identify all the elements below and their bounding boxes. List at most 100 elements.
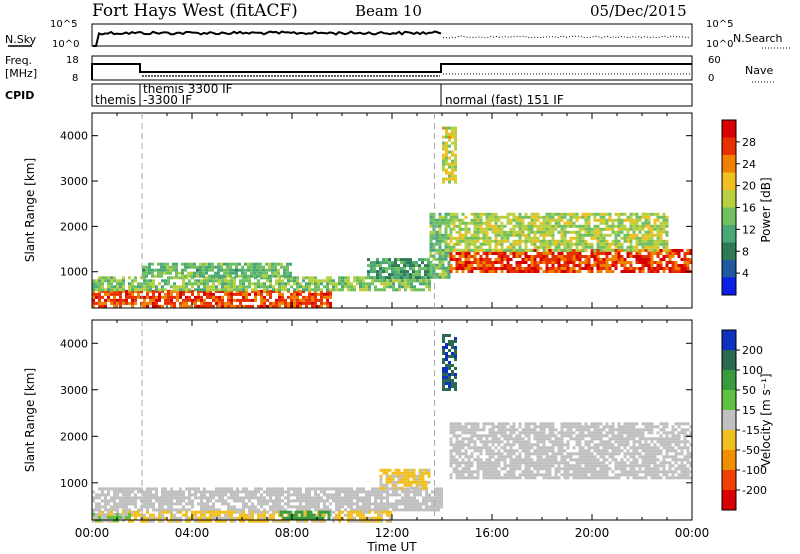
heatmap-cell: [653, 425, 657, 429]
heatmap-cell: [476, 245, 480, 249]
heatmap-cell: [626, 476, 630, 480]
heatmap-cell: [518, 452, 522, 456]
heatmap-cell: [512, 215, 516, 219]
heatmap-cell: [665, 261, 669, 264]
heatmap-cell: [614, 437, 618, 441]
heatmap-cell: [367, 273, 370, 277]
heatmap-cell: [230, 285, 233, 289]
heatmap-cell: [149, 502, 152, 506]
heatmap-cell: [329, 282, 332, 286]
cpid-segment-1: themis: [95, 93, 136, 107]
heatmap-cell: [107, 282, 110, 286]
heatmap-cell: [404, 279, 407, 283]
heatmap-cell: [238, 262, 241, 266]
heatmap-cell: [545, 255, 549, 258]
heatmap-cell: [424, 264, 427, 268]
heatmap-cell: [467, 245, 471, 249]
heatmap-cell: [260, 292, 263, 296]
heatmap-cell: [179, 510, 182, 514]
heatmap-cell: [638, 224, 642, 228]
heatmap-cell: [167, 493, 170, 497]
heatmap-cell: [503, 428, 507, 432]
heatmap-cell: [614, 464, 618, 468]
heatmap-cell: [383, 502, 386, 506]
heatmap-cell: [497, 258, 501, 261]
heatmap-cell: [527, 443, 531, 447]
heatmap-cell: [635, 215, 639, 219]
heatmap-cell: [479, 428, 483, 432]
heatmap-cell: [641, 267, 645, 270]
heatmap-cell: [101, 289, 104, 293]
heatmap-cell: [314, 276, 317, 280]
heatmap-cell: [291, 516, 295, 520]
heatmap-cell: [424, 270, 427, 274]
heatmap-cell: [497, 252, 501, 255]
heatmap-cell: [452, 443, 456, 447]
heatmap-cell: [530, 255, 534, 258]
heatmap-cell: [503, 215, 507, 219]
heatmap-cell: [605, 248, 609, 252]
heatmap-cell: [671, 261, 675, 264]
heatmap-cell: [110, 282, 113, 286]
heatmap-cell: [449, 431, 453, 435]
heatmap-cell: [479, 270, 483, 273]
heatmap-cell: [428, 499, 431, 503]
heatmap-cell: [184, 274, 187, 278]
heatmap-cell: [623, 270, 627, 273]
heatmap-cell: [515, 270, 519, 273]
heatmap-cell: [404, 493, 407, 497]
heatmap-cell: [377, 496, 380, 500]
heatmap-cell: [200, 490, 203, 494]
heatmap-cell: [380, 493, 383, 497]
heatmap-cell: [635, 224, 639, 228]
heatmap-cell: [560, 236, 564, 240]
heatmap-cell: [575, 239, 579, 243]
heatmap-cell: [539, 221, 543, 225]
heatmap-cell: [221, 516, 224, 520]
heatmap-cell: [467, 464, 471, 468]
heatmap-cell: [263, 276, 266, 280]
heatmap-cell: [614, 245, 618, 249]
heatmap-cell: [617, 233, 621, 237]
heatmap-cell: [389, 285, 392, 289]
heatmap-cell: [379, 267, 382, 271]
heatmap-cell: [605, 267, 609, 270]
heatmap-cell: [518, 233, 522, 237]
heatmap-cell: [659, 440, 663, 444]
heatmap-cell: [464, 230, 468, 234]
heatmap-cell: [448, 162, 451, 166]
heatmap-cell: [494, 245, 498, 249]
heatmap-cell: [506, 236, 510, 240]
heatmap-cell: [254, 298, 257, 302]
heatmap-cell: [617, 428, 621, 432]
heatmap-cell: [215, 499, 218, 503]
heatmap-cell: [554, 473, 558, 477]
heatmap-cell: [605, 458, 609, 462]
heatmap-cell: [662, 428, 666, 432]
heatmap-cell: [548, 428, 552, 432]
heatmap-cell: [431, 508, 434, 512]
heatmap-cell: [376, 261, 379, 265]
heatmap-cell: [572, 467, 576, 471]
heatmap-cell: [506, 437, 510, 441]
heatmap-cell: [497, 422, 501, 426]
heatmap-cell: [179, 288, 182, 292]
heatmap-cell: [521, 258, 525, 261]
heatmap-cell: [464, 470, 468, 474]
heatmap-cell: [239, 289, 242, 293]
heatmap-cell: [359, 510, 362, 514]
heatmap-cell: [473, 230, 477, 234]
heatmap-cell: [134, 298, 137, 302]
heatmap-cell: [587, 428, 591, 432]
heatmap-cell: [608, 455, 612, 459]
heatmap-cell: [596, 255, 600, 258]
heatmap-cell: [539, 428, 543, 432]
heatmap-cell: [260, 301, 263, 305]
heatmap-cell: [476, 212, 480, 216]
heatmap-cell: [524, 258, 528, 261]
heatmap-cell: [638, 434, 642, 438]
heatmap-cell: [488, 221, 492, 225]
heatmap-cell: [473, 255, 477, 258]
heatmap-cell: [365, 490, 368, 494]
